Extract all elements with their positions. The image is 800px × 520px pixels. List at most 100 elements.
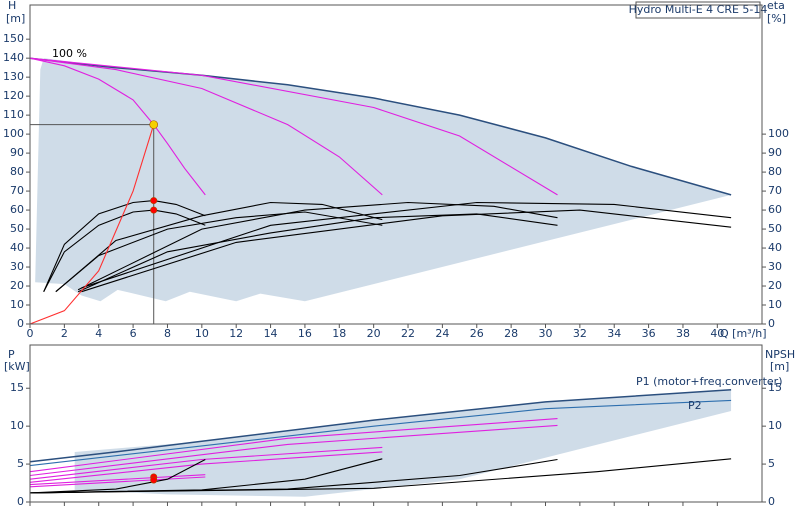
y2-tick-label: 100 [768, 127, 789, 140]
y-label: P [8, 348, 15, 361]
y-tick-label: 80 [10, 165, 24, 178]
curve [29, 57, 558, 196]
x-tick-label: 36 [642, 327, 656, 340]
x-tick-label: 24 [435, 327, 449, 340]
x-tick-label: 26 [470, 327, 484, 340]
y2-tick-label: 0 [768, 495, 775, 508]
y-unit: [m] [6, 12, 25, 25]
y2-tick-label: 10 [768, 419, 782, 432]
y2-unit: [%] [767, 12, 786, 25]
curve [43, 200, 206, 292]
x-tick-label: 8 [164, 327, 171, 340]
y-tick-label: 130 [3, 70, 24, 83]
y-tick-label: 30 [10, 260, 24, 273]
y-tick-label: 10 [10, 298, 24, 311]
curve [29, 458, 732, 494]
curve [29, 476, 206, 488]
curve [77, 201, 558, 291]
x-tick-label: 30 [538, 327, 552, 340]
y2-unit: [m] [770, 360, 789, 373]
plot-frame [29, 4, 763, 325]
y-label: H [8, 0, 16, 12]
chart-title: Hydro Multi-E 4 CRE 5-14 [629, 3, 768, 16]
x-tick-label: 14 [264, 327, 278, 340]
y2-tick-label: 0 [768, 317, 775, 330]
x-tick-label: 12 [229, 327, 243, 340]
legend-label: P1 (motor+freq.converter) [636, 375, 783, 388]
y-tick-label: 120 [3, 89, 24, 102]
title-box [635, 1, 761, 19]
curve [55, 201, 383, 293]
x-tick-label: 16 [298, 327, 312, 340]
y-tick-label: 70 [10, 184, 24, 197]
y2-tick-label: 40 [768, 241, 782, 254]
x-tick-label: 10 [195, 327, 209, 340]
y2-tick-label: 50 [768, 222, 782, 235]
operating-range [35, 58, 732, 302]
curve [29, 424, 558, 477]
curve [43, 209, 206, 292]
y2-tick-label: 10 [768, 298, 782, 311]
x-label: Q [m³/h] [720, 327, 767, 340]
y-tick-label: 110 [3, 108, 24, 121]
x-tick-label: 40 [710, 327, 724, 340]
curve [29, 57, 206, 196]
y2-tick-label: 15 [768, 381, 782, 394]
curve [29, 57, 732, 196]
y-tick-label: 60 [10, 203, 24, 216]
x-tick-label: 38 [676, 327, 690, 340]
y-tick-label: 100 [3, 127, 24, 140]
x-tick-label: 6 [130, 327, 137, 340]
x-tick-label: 32 [573, 327, 587, 340]
curve [77, 213, 558, 293]
curve [81, 201, 732, 289]
x-tick-label: 2 [61, 327, 68, 340]
curve [81, 209, 732, 293]
curve [29, 459, 206, 494]
x-tick-label: 28 [504, 327, 518, 340]
y-tick-label: 50 [10, 222, 24, 235]
annotation: 100 % [52, 47, 87, 60]
curve [29, 124, 155, 325]
curve [29, 446, 383, 480]
legend-label: P2 [688, 399, 702, 412]
y-tick-label: 5 [17, 457, 24, 470]
y2-tick-label: 60 [768, 203, 782, 216]
x-tick-label: 22 [401, 327, 415, 340]
curve [29, 388, 732, 463]
curve [29, 474, 206, 486]
y-tick-label: 15 [10, 381, 24, 394]
x-tick-label: 0 [27, 327, 34, 340]
y2-tick-label: 20 [768, 279, 782, 292]
y-tick-label: 150 [3, 32, 24, 45]
y-tick-label: 10 [10, 419, 24, 432]
y-tick-label: 0 [17, 317, 24, 330]
y2-tick-label: 90 [768, 146, 782, 159]
plot-frame [29, 344, 763, 503]
y-unit: [kW] [4, 360, 30, 373]
y-tick-label: 90 [10, 146, 24, 159]
y-tick-label: 20 [10, 279, 24, 292]
y2-tick-label: 5 [768, 457, 775, 470]
y-tick-label: 140 [3, 51, 24, 64]
operating-point [150, 197, 158, 205]
x-tick-label: 4 [95, 327, 102, 340]
y2-tick-label: 30 [768, 260, 782, 273]
curve [29, 451, 383, 483]
x-tick-label: 20 [367, 327, 381, 340]
y2-label: eta [767, 0, 785, 12]
y2-label: NPSH [765, 348, 795, 361]
y2-tick-label: 70 [768, 184, 782, 197]
y-tick-label: 0 [17, 495, 24, 508]
operating-range [74, 389, 732, 497]
operating-point [150, 476, 158, 484]
curve [29, 57, 383, 196]
operating-point [149, 120, 159, 129]
operating-point [150, 206, 158, 214]
x-tick-label: 18 [332, 327, 346, 340]
y-tick-label: 40 [10, 241, 24, 254]
x-tick-label: 34 [607, 327, 621, 340]
y2-tick-label: 80 [768, 165, 782, 178]
curve [29, 418, 558, 473]
